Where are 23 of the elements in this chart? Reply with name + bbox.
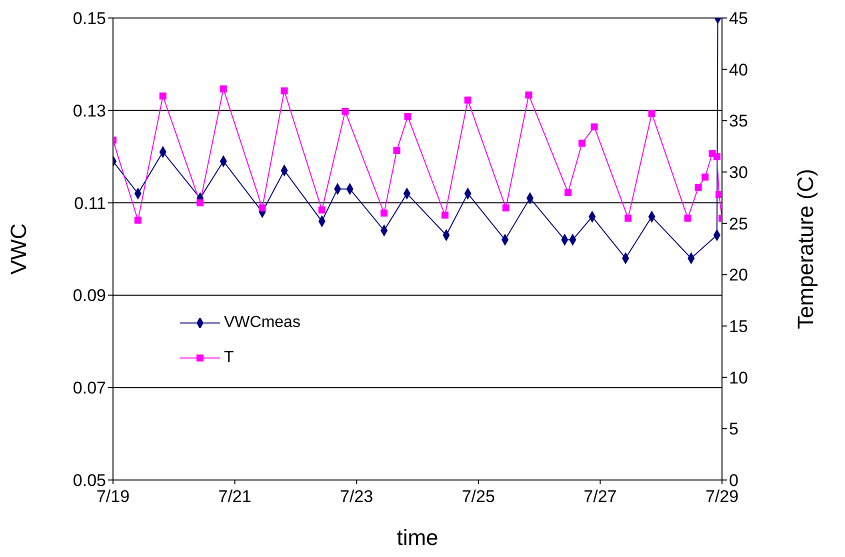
- y-tick-label: 0.11: [74, 194, 106, 213]
- y-tick-label: 0.07: [72, 378, 106, 398]
- y2-axis-title: Temperature (C): [792, 168, 818, 330]
- y2-tick-label: 40: [729, 60, 748, 80]
- y2-tick-label: 15: [729, 317, 748, 336]
- x-axis-title: time: [396, 525, 438, 550]
- y-tick-label: 0.09: [72, 286, 106, 306]
- x-tick-label: 7/21: [218, 487, 252, 506]
- y-tick-label: 0.13: [72, 101, 106, 120]
- y-tick-label: 0.15: [72, 9, 106, 28]
- legend-label: T: [224, 348, 234, 366]
- x-tick-label: 7/25: [462, 487, 495, 506]
- x-tick-label: 7/27: [584, 487, 617, 506]
- y2-tick-label: 25: [729, 214, 748, 234]
- x-tick-label: 7/23: [340, 487, 374, 506]
- y2-tick-label: 30: [729, 163, 748, 182]
- y2-tick-label: 5: [729, 420, 738, 439]
- legend-label: VWCmeas: [224, 314, 300, 332]
- y2-tick-label: 35: [729, 112, 748, 131]
- y2-tick-label: 45: [729, 9, 748, 28]
- y2-tick-label: 10: [729, 368, 748, 388]
- y-axis-title: VWC: [6, 223, 31, 275]
- y2-tick-label: 20: [729, 266, 748, 285]
